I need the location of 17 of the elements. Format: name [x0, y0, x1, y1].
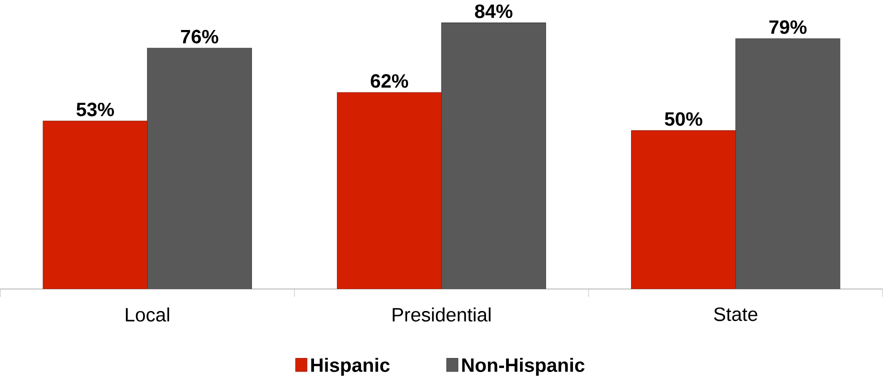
data-label: 84% — [474, 4, 512, 18]
data-label: 79% — [769, 20, 807, 34]
data-label: 76% — [181, 30, 218, 44]
x-tick-label: State — [714, 307, 758, 321]
x-tick-label: Local — [126, 307, 170, 322]
bar — [42, 120, 148, 289]
bar — [631, 130, 736, 289]
data-label: 53% — [76, 102, 114, 116]
data-label: 62% — [370, 74, 408, 88]
data-label: 50% — [664, 112, 702, 126]
x-tick-label: Presidential — [392, 307, 491, 322]
bar — [147, 48, 252, 289]
legend-label: Hispanic — [311, 358, 390, 376]
legend-label: Non-Hispanic — [462, 358, 584, 376]
bar — [336, 92, 442, 289]
bar — [735, 38, 840, 289]
bar — [441, 22, 546, 289]
